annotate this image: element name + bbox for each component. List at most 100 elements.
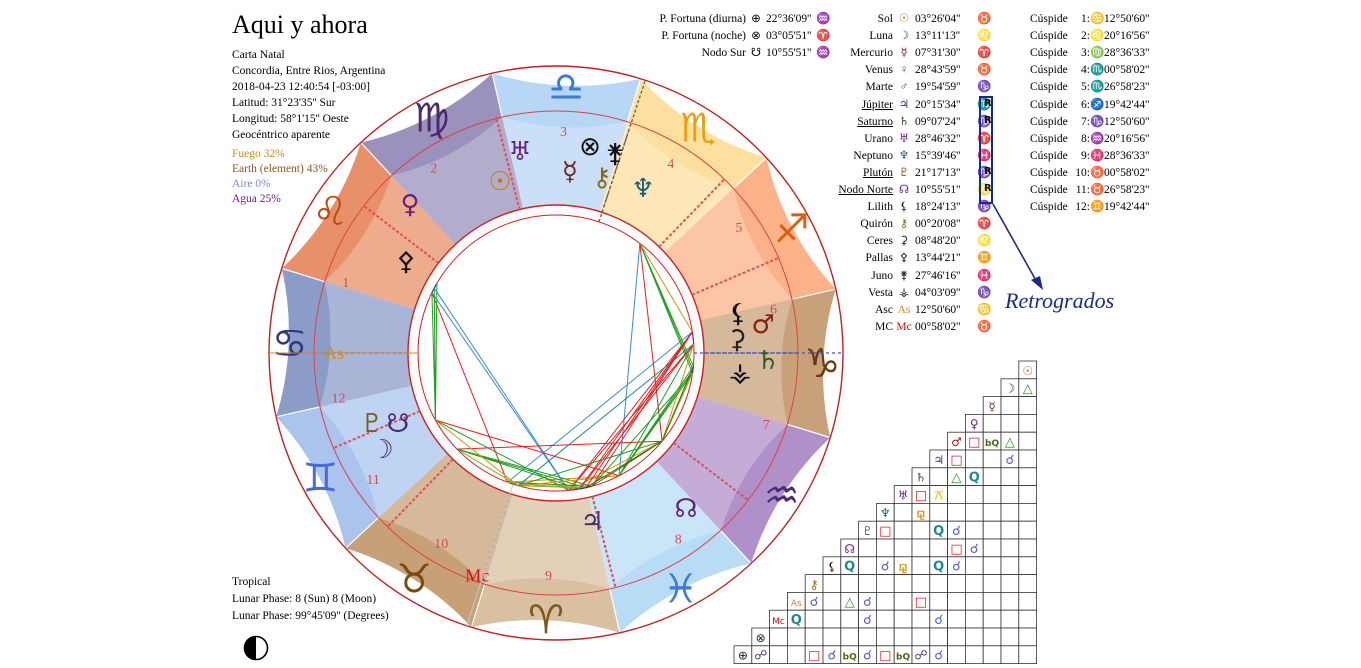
planet-glyph-icon: ☊ [674, 494, 697, 524]
planet-sign-icon: ♉ [977, 13, 992, 25]
planet-position: 07°31'30'' [915, 47, 961, 60]
planet-glyph-icon: Mc [896, 320, 912, 333]
aspect-line [639, 243, 694, 367]
aspect-line [517, 343, 695, 487]
cusp-sign-icon: ♉ [1090, 166, 1105, 179]
zodiac-sign-icon: ♋ [272, 321, 308, 367]
planet-glyph-icon: ⚶ [899, 286, 909, 299]
cusp-number: 10: [1075, 166, 1090, 179]
chart-type: Carta Natal [232, 49, 285, 61]
cusp-label: Cúspide [1030, 81, 1068, 94]
planet-position: 00°58'02'' [915, 320, 961, 333]
planet-glyph-icon: ☿ [562, 157, 578, 187]
planet-glyph-icon: As [897, 303, 911, 316]
planet-glyph-icon: ♇ [898, 166, 910, 179]
planet-glyph-icon: ♀ [400, 190, 419, 220]
aspect-line [591, 372, 693, 487]
cusp-label: Cúspide [1030, 132, 1068, 145]
cusp-position: 20°16'56'' [1104, 30, 1150, 43]
cusp-label: Cúspide [1030, 64, 1068, 77]
planet-position: 18°24'13'' [915, 201, 961, 214]
cusp-label: Cúspide [1030, 201, 1068, 214]
planet-position: 10°55'51'' [915, 184, 961, 196]
planet-glyph-icon: ☉ [488, 167, 511, 197]
cusp-position: 26°58'23'' [1104, 184, 1150, 196]
cusp-sign-icon: ♏ [1090, 64, 1105, 77]
aspect-line [661, 366, 694, 442]
planet-glyph-icon: ⚷ [899, 218, 909, 231]
aspect-line [456, 440, 663, 450]
house-sector [378, 453, 513, 585]
aspect-line [433, 287, 570, 491]
zodiac-type: Tropical [232, 576, 271, 588]
house-sector [502, 117, 628, 216]
planet-position: 15°39'46'' [915, 149, 961, 162]
zodiac-sign-icon: ♈ [528, 597, 564, 643]
house-number: 5 [735, 221, 742, 236]
aspect-line [435, 419, 620, 477]
chart-title: Aqui y ahora [232, 10, 368, 39]
cusp-number: 2: [1081, 30, 1090, 43]
planet-glyph-icon: ☽ [898, 30, 910, 43]
house-sector [391, 117, 524, 245]
cusp-position: 20°16'56'' [1104, 132, 1150, 145]
aspect-line [585, 331, 693, 489]
planet-name: Lilith [867, 201, 893, 214]
aspect-line [578, 331, 693, 490]
planet-glyph-icon: ⊗ [579, 132, 601, 162]
cusp-number: 12: [1075, 201, 1090, 214]
planet-sign-icon: ♓ [977, 269, 992, 282]
planet-glyph-icon: ☽ [370, 435, 393, 465]
lunar-phase-degrees: Lunar Phase: 99°45'09'' (Degrees) [232, 610, 389, 622]
point-glyph: ☋ [750, 47, 762, 59]
house-number: 4 [667, 157, 674, 172]
cusp-number: 11: [1075, 184, 1090, 196]
point-position: 10°55'51'' [766, 47, 812, 59]
planet-sign-icon: ♑ [977, 201, 992, 214]
aspect-line [591, 440, 663, 487]
moon-phase-icon [243, 635, 269, 661]
planet-position: 00°20'08'' [915, 218, 961, 231]
house-sector [484, 490, 610, 589]
zodiac-sector [733, 157, 836, 300]
aspect-line [579, 485, 593, 490]
cusp-position: 12°50'60'' [1104, 13, 1150, 25]
planet-name: Neptuno [853, 149, 893, 162]
planet-position: 03°26'04'' [915, 13, 961, 25]
aspect-line [431, 292, 570, 491]
planet-glyph-icon: ☊ [898, 184, 910, 196]
point-name: P. Fortuna (diurna) [659, 13, 746, 25]
aspect-line [507, 331, 693, 483]
planet-name: Urano [864, 132, 893, 145]
cusp-label: Cúspide [1030, 13, 1068, 25]
planet-glyph-icon: ⚳ [899, 235, 909, 248]
planet-glyph-icon: ♇ [360, 409, 383, 439]
planet-glyph-icon: ⚸ [899, 201, 909, 214]
point-sign-icon: ♒ [816, 47, 831, 59]
planet-glyph-icon: ♂ [751, 310, 774, 340]
zodiac-sector [281, 142, 392, 282]
planet-glyph-icon: ⚵ [899, 269, 909, 282]
zodiac-sign-icon: ♒ [764, 473, 800, 519]
zodiac-sector [345, 517, 485, 628]
cusp-sign-icon: ♓ [1090, 149, 1105, 162]
house-sector [599, 121, 734, 253]
point-position: 03°05'51'' [766, 30, 812, 42]
planet-sign-icon: ♈ [977, 218, 992, 231]
house-number: 11 [366, 473, 379, 488]
latitude: Latitud: 31°23'35'' Sur [232, 97, 336, 109]
point-position: 22°36'09'' [766, 13, 812, 25]
house-number: 7 [763, 418, 770, 433]
aspect-line [618, 243, 641, 476]
zodiac-sector [471, 578, 620, 633]
cusp-label: Cúspide [1030, 30, 1068, 43]
planet-position: 13°11'13'' [915, 30, 960, 43]
cusp-position: 12°50'60'' [1104, 115, 1150, 128]
planet-glyph-icon: ⚴ [396, 247, 415, 277]
house-number: 1 [342, 276, 349, 291]
aspect-line [568, 488, 580, 491]
cusp-position: 28°36'33'' [1104, 149, 1150, 162]
planet-glyph-icon: ♃ [898, 98, 910, 111]
retrograde-marker: R [984, 114, 992, 126]
house-number: 8 [675, 532, 682, 547]
